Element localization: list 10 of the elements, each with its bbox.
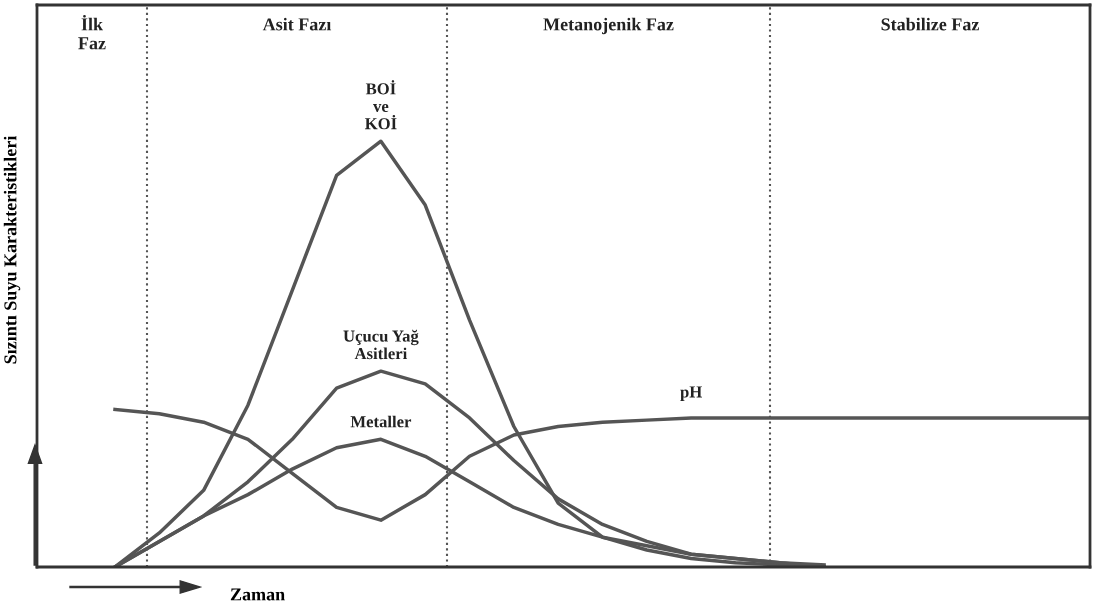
series-label: BOİ ve KOİ: [364, 80, 397, 130]
y-axis-title: Sızıntı Suyu Karakteristikleri: [3, 135, 21, 364]
text: Stabilize Faz: [881, 17, 979, 31]
text: Metanojenik Faz: [543, 17, 674, 35]
series-label: Uçucu Yağ Asitleri: [343, 329, 419, 360]
text: İlk Faz: [78, 14, 106, 50]
text: Asit Fazı: [262, 17, 332, 31]
x-axis-title: Zaman: [230, 588, 285, 601]
series-label: Metaller: [350, 415, 412, 428]
series-label: pH: [680, 386, 702, 401]
